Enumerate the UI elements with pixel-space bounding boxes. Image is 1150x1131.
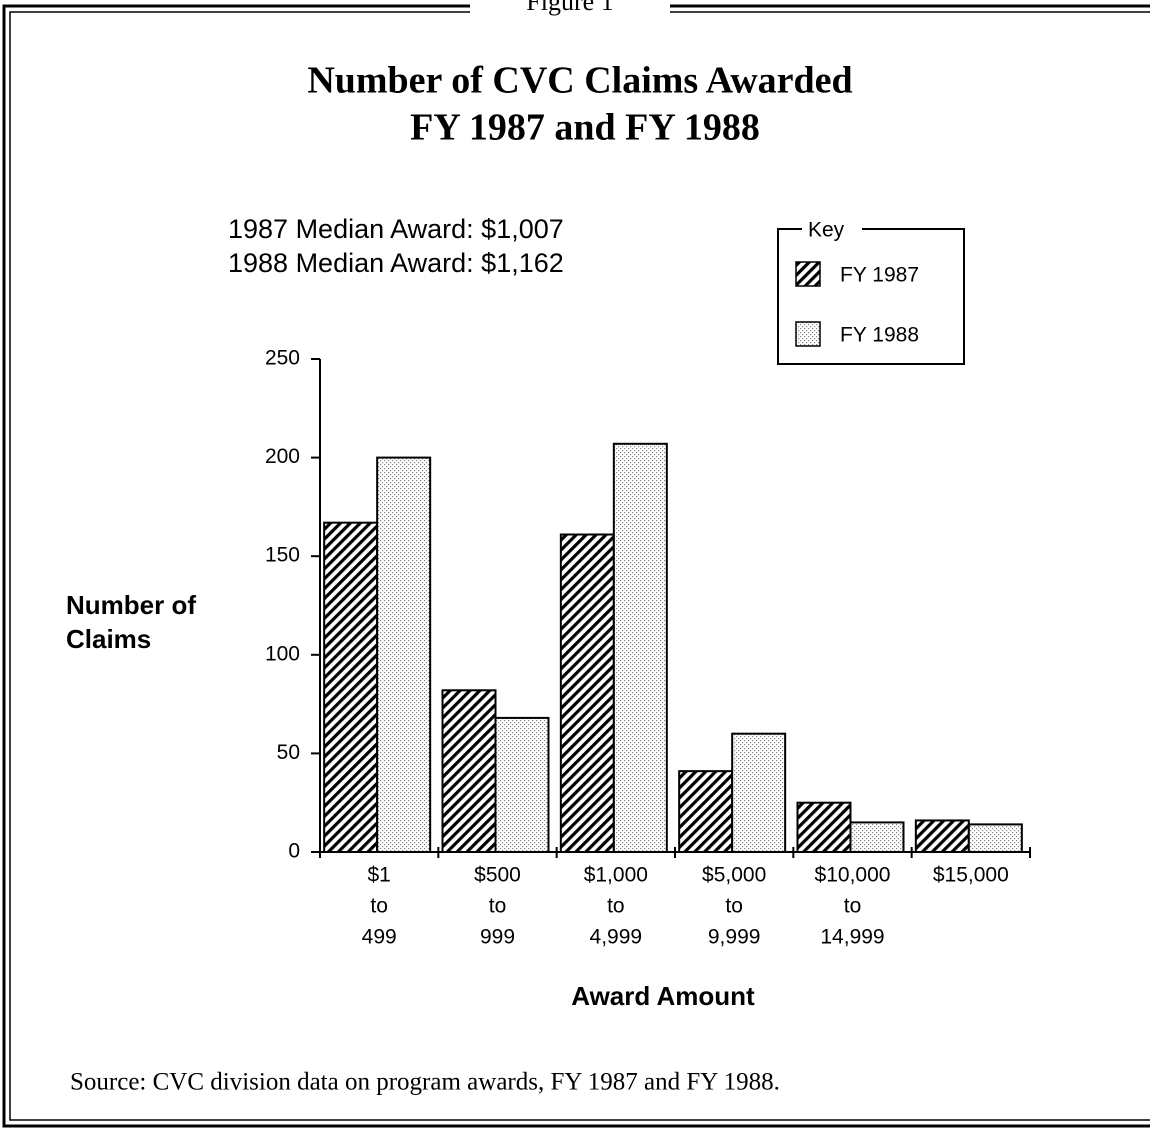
legend-title-bg [802,218,862,242]
bar [559,533,615,853]
bar [678,770,734,854]
y-tick-label: 150 [265,544,300,567]
legend-swatch [795,321,821,347]
x-tick-label: $1,000 [584,864,648,887]
y-tick-label: 0 [288,840,300,863]
legend-label: FY 1987 [840,264,919,287]
x-tick-label: $15,000 [933,864,1009,887]
legend-swatch [795,261,821,287]
annotation: 1988 Median Award: $1,162 [228,248,564,278]
x-tick-label: to [489,895,507,918]
legend-box [777,228,965,365]
x-tick-label: to [370,895,388,918]
x-tick-label: $5,000 [702,864,766,887]
bar [323,521,379,854]
chart-title: FY 1987 and FY 1988 [410,107,760,149]
x-tick-label: 499 [362,926,397,949]
source-note: Source: CVC division data on program awa… [70,1069,780,1096]
x-tick-label: $1 [367,864,390,887]
bar [612,442,668,853]
annotation: 1987 Median Award: $1,007 [228,214,564,244]
bar [849,821,905,853]
bar [796,801,852,854]
x-tick-label: to [844,895,862,918]
bar [967,823,1023,854]
bar [914,819,970,853]
x-tick-label: $10,000 [815,864,891,887]
x-tick-label: 999 [480,926,515,949]
chart-title: Number of CVC Claims Awarded [307,60,852,102]
bar [441,689,497,854]
x-tick-label: 4,999 [590,926,643,949]
legend-title: Key [808,219,845,242]
bar [731,732,787,853]
bar [494,716,550,853]
x-tick-label: $500 [474,864,521,887]
x-tick-label: to [725,895,743,918]
x-tick-label: 9,999 [708,926,761,949]
legend-label: FY 1988 [840,324,919,347]
y-tick-label: 100 [265,642,300,665]
figure-header: Figure 1 [526,0,613,16]
y-tick-label: 200 [265,445,300,468]
x-axis-label: Award Amount [571,981,755,1011]
x-tick-label: to [607,895,625,918]
y-tick-label: 250 [265,347,300,370]
y-axis-label: Number of Claims [66,590,196,654]
header-bg [470,0,670,20]
bar [376,456,432,853]
y-tick-label: 50 [277,741,300,764]
x-tick-label: 14,999 [820,926,884,949]
